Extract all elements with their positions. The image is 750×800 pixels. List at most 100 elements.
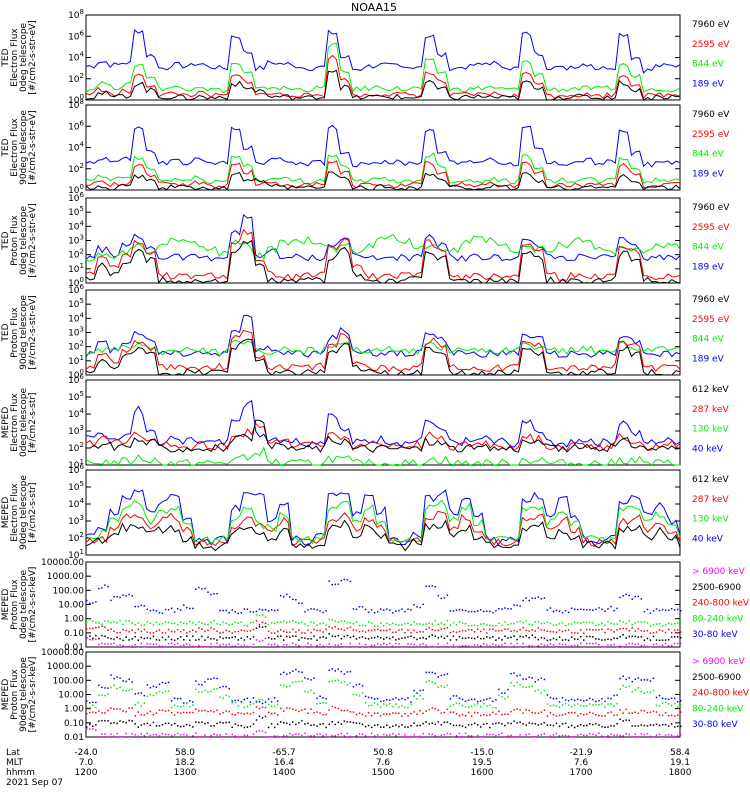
series-point [425,585,427,588]
series-point [498,733,500,736]
series-point [498,710,500,713]
series-point [452,736,455,738]
series-point [479,726,482,728]
series-point [134,715,136,717]
series-point [310,608,312,610]
y-axis-label: [#/cm2-s-str] [28,392,38,452]
y-tick-label: 104 [68,407,84,420]
series-point [464,715,467,717]
series-point [116,645,118,648]
series-point [437,629,440,632]
series-point [561,639,564,641]
series-point [583,608,585,611]
series-line [85,29,681,74]
y-tick-label: 106 [68,29,84,42]
series-point [510,672,512,675]
series-point [116,632,118,634]
series-point [289,707,291,710]
series-point [483,703,485,705]
x-tick-label: 1400 [273,768,296,778]
series-point [361,692,364,694]
series-point [119,736,121,738]
series-point [401,637,403,639]
series-point [113,677,115,680]
series-point [619,734,621,737]
series-point [222,609,224,612]
series-point [355,684,358,686]
series-point [519,734,521,736]
series-point [537,724,540,726]
series-point [340,681,343,684]
series-point [198,627,200,629]
series-point [298,680,300,683]
series-point [255,639,258,641]
series-point [507,623,509,626]
series-point [104,687,106,689]
series-line [85,54,681,100]
series-point [313,646,315,648]
series-point [216,630,218,633]
series-point [510,642,512,645]
series-point [92,638,94,641]
series-point [601,735,603,737]
series-point [258,625,261,628]
series-point [516,675,518,677]
series-point [501,629,503,632]
series-point [661,639,664,641]
series-point [101,719,103,722]
series-point [182,622,185,625]
series-point [680,700,682,702]
series-point [631,624,634,626]
series-point [125,680,127,683]
series-point [179,725,182,728]
series-point [467,637,470,639]
series-point [349,711,352,713]
series-point [640,621,643,623]
series-point [401,724,403,726]
series-point [443,623,446,626]
series-point [583,621,585,623]
series-point [313,628,315,631]
series-point [604,736,606,738]
series-point [298,644,300,647]
series-point [492,711,494,714]
series-point [310,724,312,727]
series-point [319,643,321,646]
series-point [198,638,200,641]
y-tick-exponent: 4 [80,51,85,59]
series-point [680,711,682,713]
series-point [307,638,309,640]
series-point [428,680,430,682]
series-point [464,726,467,729]
series-point [376,611,379,613]
series-point [279,594,282,597]
legend-entry: 2500-6900 [692,673,741,683]
series-point [655,623,658,625]
y-axis-label: Proton Flux [10,579,20,630]
series-point [495,706,497,709]
series-point [386,724,388,727]
series-point [549,724,552,726]
series-point [625,593,627,596]
series-line [85,510,681,547]
series-point [246,734,249,737]
series-point [328,736,330,738]
series-point [573,735,576,738]
series-point [116,708,118,710]
y-tick-label: 103 [68,424,84,437]
series-point [270,609,273,611]
series-point [410,701,412,703]
series-point [167,609,170,611]
series-point [358,606,361,608]
series-point [398,733,400,735]
series-point [273,609,276,612]
series-point [428,585,430,588]
y-tick-exponent: 3 [80,424,84,432]
panel-frame [85,197,681,284]
y-axis-label: MEPED [1,679,11,711]
series-point [158,683,161,685]
series-point [107,585,109,588]
series-point [583,705,585,708]
series-point [267,630,270,632]
series-point [186,623,188,625]
